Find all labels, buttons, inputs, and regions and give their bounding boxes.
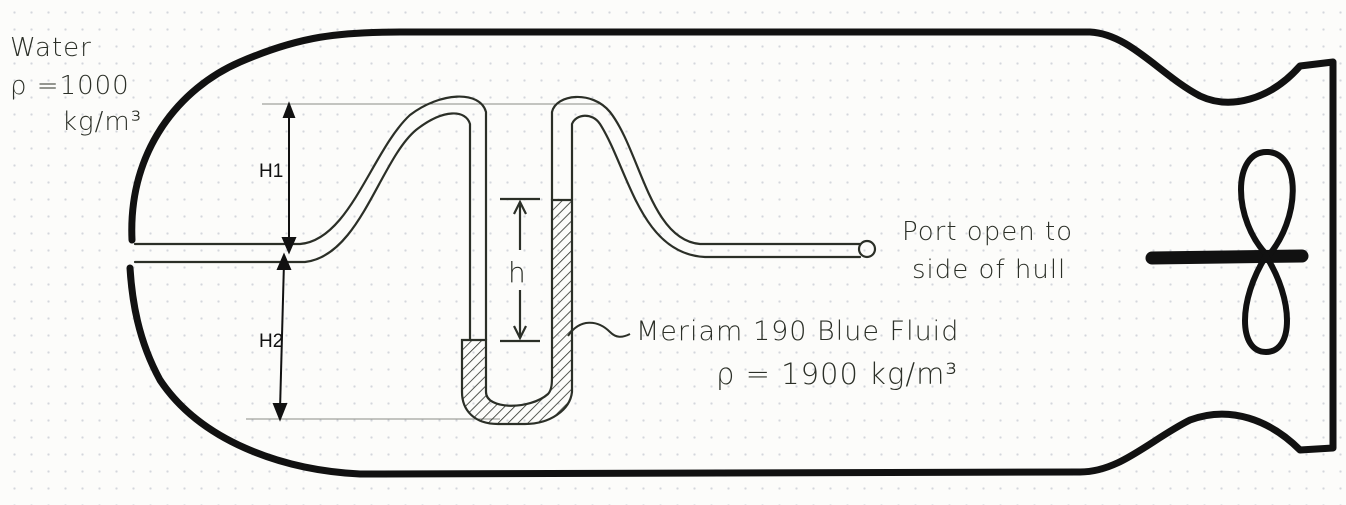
left-tube bbox=[133, 95, 488, 342]
fluid-name-label: Meriam 190 Blue Fluid bbox=[636, 316, 959, 347]
port-label-line2: side of hull bbox=[912, 255, 1066, 285]
port-label-line1: Port open to bbox=[902, 217, 1073, 247]
water-density: ρ =1000 bbox=[10, 71, 130, 101]
fluid-leader-line bbox=[567, 321, 631, 338]
manometer-fluid bbox=[460, 198, 574, 426]
h-label: h bbox=[508, 256, 527, 289]
port-opening bbox=[857, 239, 877, 259]
h1-label: H1 bbox=[259, 161, 283, 182]
water-density-units: kg/m³ bbox=[62, 107, 142, 137]
propeller-icon bbox=[1145, 148, 1309, 356]
reference-lines bbox=[246, 103, 600, 420]
h2-dimension bbox=[272, 252, 292, 422]
h1-dimension bbox=[281, 101, 297, 255]
h-dimension bbox=[500, 197, 540, 343]
u-tube bbox=[460, 198, 574, 426]
right-tube bbox=[550, 95, 862, 259]
fluid-density-label: ρ = 1900 kg/m³ bbox=[716, 357, 958, 391]
h2-label: H2 bbox=[259, 331, 283, 352]
hull-outline bbox=[126, 28, 1337, 478]
water-label: Water bbox=[10, 33, 92, 63]
